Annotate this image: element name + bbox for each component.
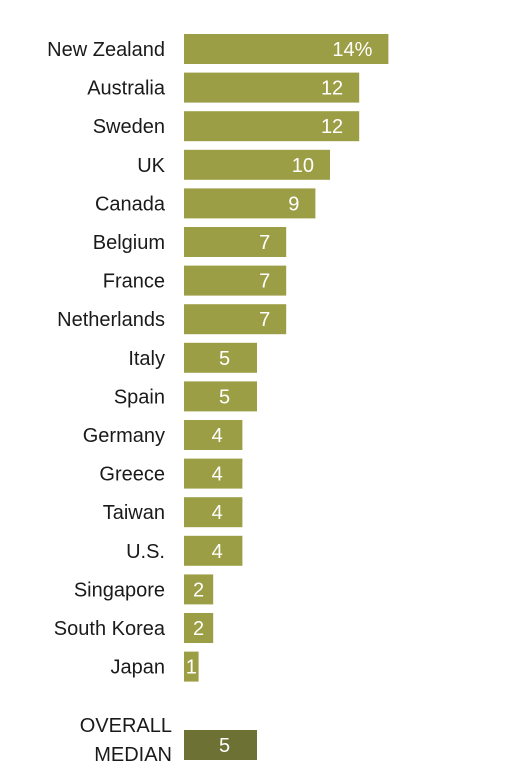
value-label: 4 — [212, 541, 223, 563]
category-label: U.S. — [126, 541, 165, 563]
bar — [184, 304, 287, 335]
category-label: UK — [137, 155, 165, 177]
value-label: 10 — [292, 155, 314, 177]
value-label: 2 — [193, 579, 204, 601]
bar-row: Belgium 7 — [93, 227, 287, 257]
bar — [184, 381, 257, 412]
bar — [184, 227, 287, 257]
bar — [184, 149, 330, 180]
bar — [184, 535, 243, 566]
value-label: 7 — [259, 309, 270, 331]
category-label: Italy — [128, 348, 165, 370]
category-label: Germany — [83, 425, 165, 447]
category-label: Taiwan — [103, 502, 165, 524]
bar — [184, 458, 243, 489]
bar-row: France 7 — [103, 265, 287, 296]
bar-row: UK 10 — [137, 149, 330, 180]
bar-row: Japan 1 — [111, 651, 199, 682]
bar-row: Italy 5 — [128, 342, 257, 373]
bar-row: New Zealand 14% — [47, 34, 389, 64]
bar — [184, 651, 199, 682]
bar — [184, 34, 389, 64]
category-label: Netherlands — [57, 309, 165, 331]
bar — [184, 613, 214, 643]
value-label: 9 — [288, 193, 299, 215]
bar-row: Australia 12 — [87, 72, 360, 103]
bar — [184, 420, 243, 450]
bar-row: Taiwan 4 — [103, 497, 243, 528]
value-label: 12 — [321, 78, 343, 100]
bar-row: South Korea 2 — [54, 613, 214, 643]
category-label: Greece — [99, 464, 165, 486]
bar-row: U.S. 4 — [126, 535, 243, 566]
summary-row: OVERALL MEDIAN 5 — [80, 715, 257, 766]
value-label: 2 — [193, 618, 204, 640]
value-label: 4 — [212, 464, 223, 486]
category-label: Spain — [114, 386, 165, 408]
bar — [184, 111, 360, 142]
value-label: 5 — [219, 348, 230, 370]
value-label: 14% — [332, 39, 372, 61]
bar-row: Canada 9 — [95, 188, 316, 219]
bar — [184, 574, 214, 605]
value-label: 4 — [212, 425, 223, 447]
summary-bar — [184, 730, 257, 760]
category-label: New Zealand — [47, 39, 165, 61]
category-label: Australia — [87, 78, 166, 100]
value-label: 7 — [259, 232, 270, 254]
value-label: 7 — [259, 271, 270, 293]
value-label: 12 — [321, 116, 343, 138]
bar — [184, 497, 243, 528]
summary-label-line-2: MEDIAN — [94, 744, 172, 766]
bar-row: Singapore 2 — [74, 574, 214, 605]
value-label: 5 — [219, 386, 230, 408]
value-label: 1 — [186, 657, 197, 679]
summary-value-label: 5 — [219, 735, 230, 757]
bar — [184, 265, 287, 296]
bar — [184, 342, 257, 373]
summary-label-line-1: OVERALL — [80, 715, 172, 737]
category-label: Sweden — [93, 116, 165, 138]
category-label: Singapore — [74, 579, 165, 601]
category-label: France — [103, 271, 165, 293]
bar — [184, 72, 360, 103]
bar-row: Greece 4 — [99, 458, 243, 489]
category-label: Japan — [111, 657, 166, 679]
value-label: 4 — [212, 502, 223, 524]
bar-row: Netherlands 7 — [57, 304, 287, 335]
bar-row: Spain 5 — [114, 381, 257, 412]
category-label: Belgium — [93, 232, 165, 254]
bar-row: Germany 4 — [83, 420, 243, 450]
bar — [184, 188, 316, 219]
category-label: Canada — [95, 193, 166, 215]
category-label: South Korea — [54, 618, 166, 640]
bar-row: Sweden 12 — [93, 111, 360, 142]
